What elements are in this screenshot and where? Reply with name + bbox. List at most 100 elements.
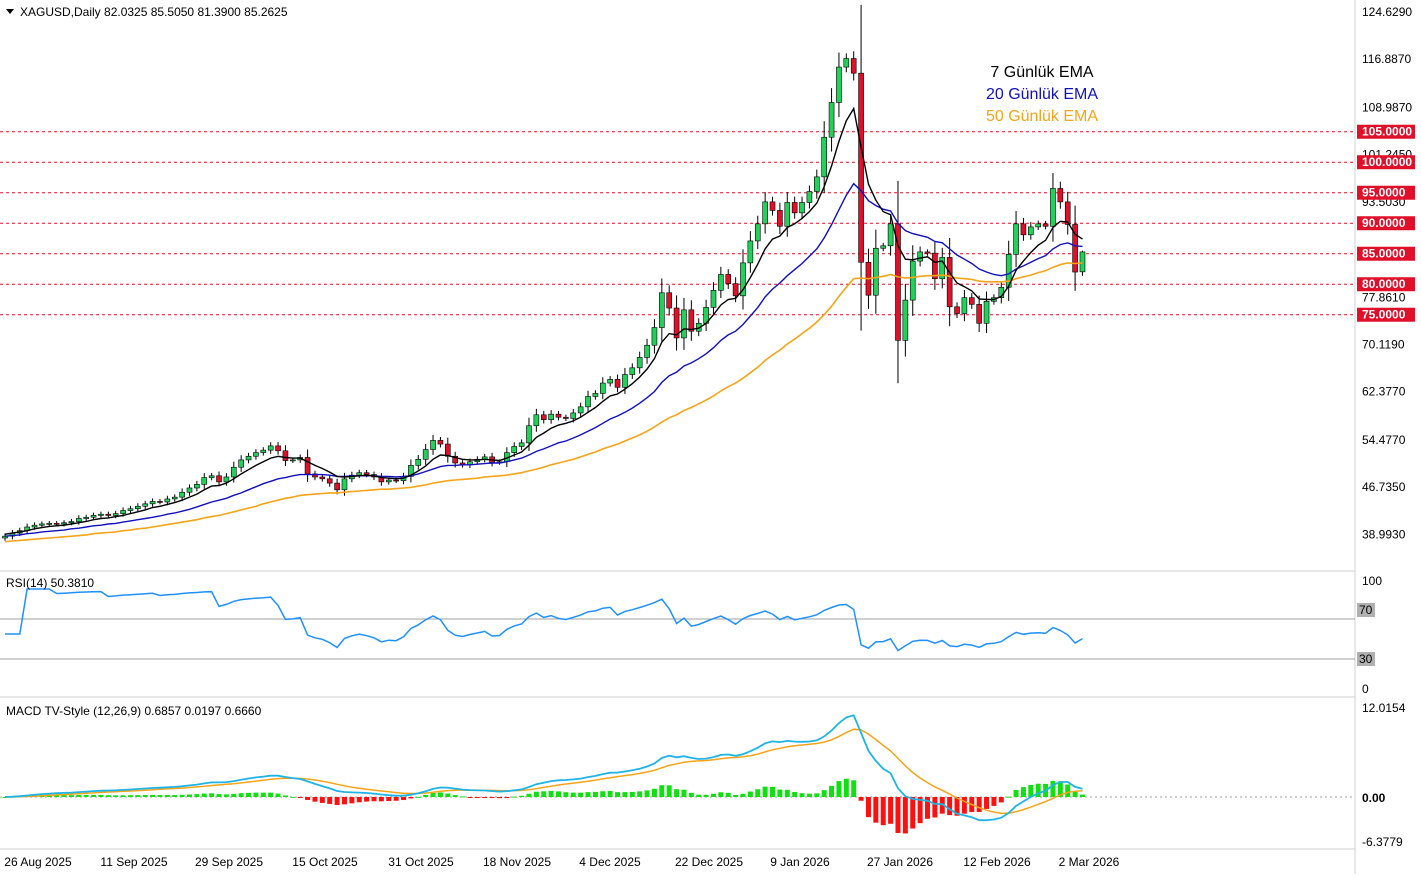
candle-body: [732, 283, 739, 297]
macd-histogram-bar: [659, 785, 665, 797]
candle-body: [39, 523, 45, 526]
macd-tick-label: -6.3779: [1362, 835, 1403, 849]
macd-histogram-bar: [954, 797, 960, 816]
macd-histogram-bar: [747, 791, 753, 797]
candle-body: [275, 445, 281, 452]
macd-histogram-bar: [710, 793, 716, 797]
macd-histogram-bar: [1013, 790, 1019, 797]
macd-histogram-bar: [519, 795, 525, 797]
date-tick-label: 4 Dec 2025: [579, 855, 641, 869]
candle-body: [98, 513, 104, 516]
macd-histogram-bar: [341, 797, 347, 805]
macd-histogram-bar: [172, 795, 178, 797]
macd-histogram-bar: [68, 795, 74, 797]
candle-body: [68, 521, 75, 524]
macd-histogram-bar: [223, 794, 229, 797]
macd-histogram-bar: [1057, 781, 1063, 797]
candle-body: [223, 476, 230, 483]
macd-histogram-bar: [556, 791, 561, 797]
candle-body: [747, 240, 754, 264]
candle-body: [585, 396, 591, 408]
candle-body: [76, 518, 82, 522]
macd-panel: 12.0154 0.00 -6.3779: [0, 701, 1406, 849]
macd-histogram-bar: [541, 791, 547, 797]
price-level-tag-label: 75.0000: [1362, 308, 1406, 322]
candle-body: [135, 505, 141, 510]
macd-histogram-bar: [231, 793, 237, 797]
candle-body: [540, 414, 547, 420]
macd-histogram-bar: [563, 792, 569, 797]
candle-body: [629, 367, 636, 375]
candle-body: [61, 522, 67, 525]
macd-histogram-bar: [135, 795, 141, 797]
macd-histogram-bar: [998, 797, 1004, 803]
macd-histogram-bar: [910, 797, 916, 829]
macd-histogram-bar: [408, 797, 414, 799]
candle-body: [149, 501, 156, 505]
rsi-level-tag: [1357, 603, 1375, 617]
macd-histogram-bar: [467, 797, 473, 798]
price-tick-label: 124.6290: [1362, 5, 1412, 19]
macd-histogram-bar: [371, 797, 377, 802]
rsi-line: [5, 588, 1083, 652]
candle-body: [563, 416, 569, 419]
candle-body: [363, 472, 370, 475]
macd-histogram-bar: [275, 793, 281, 797]
macd-histogram-bar: [888, 797, 894, 824]
macd-histogram-bar: [681, 789, 687, 797]
price-tick-label: 46.7350: [1362, 480, 1406, 494]
candle-body: [164, 498, 171, 503]
candle-body: [555, 413, 562, 418]
candle-body: [1013, 223, 1019, 255]
macd-histogram-bar: [873, 797, 879, 823]
macd-histogram-bar: [784, 789, 790, 797]
macd-histogram-bar: [644, 790, 650, 797]
candle-body: [53, 523, 60, 525]
symbol-dropdown-icon[interactable]: [6, 9, 14, 14]
macd-histogram-bar: [386, 797, 392, 802]
candle-body: [710, 290, 717, 308]
candle-body: [194, 484, 200, 489]
candle-body: [171, 496, 178, 500]
candle-body: [843, 58, 850, 68]
price-level-tag: [1357, 155, 1415, 170]
price-tick-label: 108.9870: [1362, 100, 1412, 114]
candle-body: [636, 357, 643, 369]
date-tick-label: 9 Jan 2026: [770, 855, 830, 869]
candles-layer[interactable]: [2, 4, 1086, 541]
candle-body: [777, 210, 783, 227]
candle-body: [230, 466, 237, 478]
macd-histogram-bar: [880, 797, 886, 826]
candle-body: [592, 393, 599, 397]
macd-histogram-bar: [127, 795, 133, 797]
candle-body: [1057, 188, 1064, 203]
candle-body: [127, 508, 134, 511]
macd-histogram-bar: [637, 791, 643, 797]
macd-histogram-bar: [482, 797, 488, 798]
macd-histogram-bar: [201, 793, 207, 797]
price-level-tag-label: 95.0000: [1362, 186, 1406, 200]
macd-histogram-bar: [401, 797, 407, 801]
grid-layer: [0, 0, 1356, 874]
candle-body: [46, 523, 53, 525]
macd-tick-label: 0.00: [1362, 791, 1386, 805]
macd-histogram-bar: [511, 796, 517, 798]
candle-body: [452, 455, 458, 464]
price-tick-label: 38.9930: [1362, 527, 1406, 541]
macd-histogram-bar: [187, 794, 192, 797]
macd-histogram-bar: [858, 797, 864, 801]
macd-signal-line: [4, 728, 1083, 814]
candle-body: [105, 513, 112, 516]
price-level-tag: [1357, 185, 1415, 200]
macd-histogram-bar: [829, 785, 835, 797]
macd-histogram-bar: [1020, 787, 1026, 797]
macd-histogram-bar: [821, 790, 827, 797]
macd-histogram-bar: [548, 790, 554, 797]
candle-body: [644, 344, 650, 358]
date-tick-label: 15 Oct 2025: [292, 855, 358, 869]
price-level-tag: [1357, 277, 1415, 292]
price-axis: 124.6290116.8870108.9870101.245093.50307…: [1357, 5, 1415, 541]
macd-histogram-bar: [984, 797, 990, 809]
candle-body: [186, 487, 193, 493]
candle-body: [821, 136, 827, 178]
